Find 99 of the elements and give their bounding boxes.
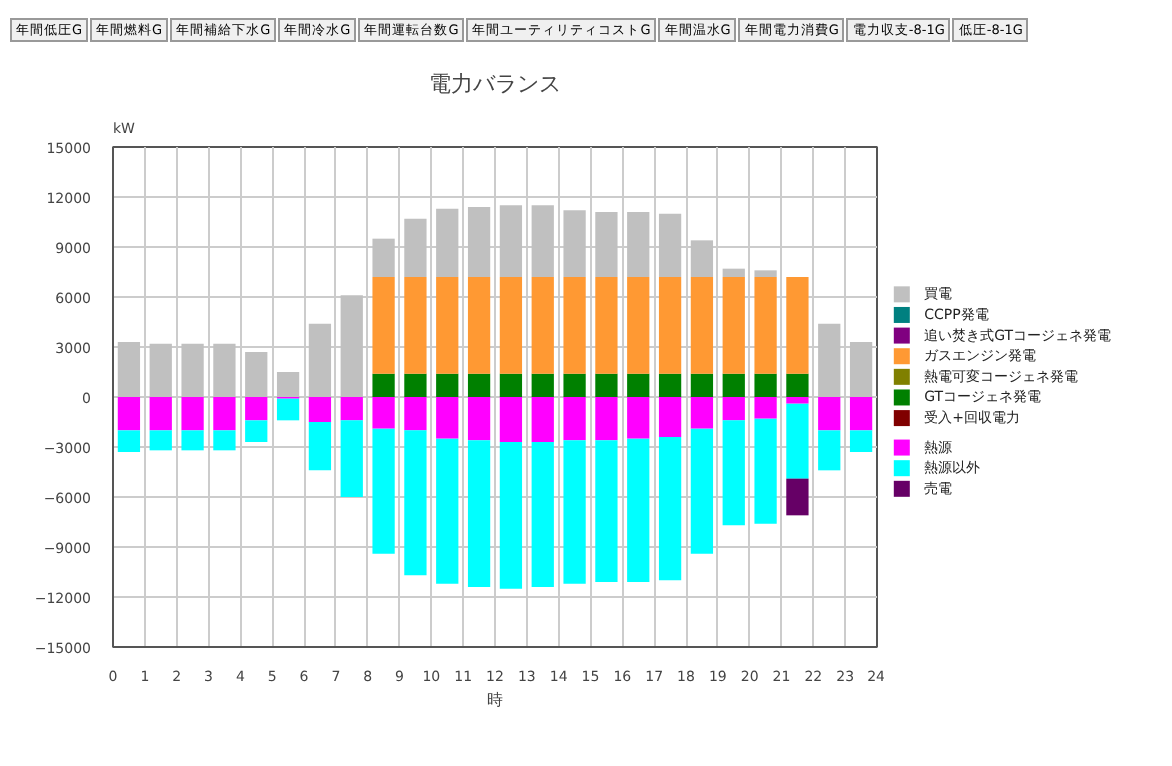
bar: [117, 397, 141, 431]
bar: [436, 438, 459, 584]
bar: [658, 437, 682, 581]
bar: [467, 207, 491, 277]
bar: [658, 277, 682, 374]
bar: [117, 430, 141, 452]
bar: [563, 397, 586, 441]
bar: [563, 440, 586, 584]
bar: [595, 440, 618, 582]
bar: [658, 213, 682, 277]
bar: [658, 373, 682, 397]
bar: [818, 323, 841, 397]
bar: [372, 397, 395, 429]
bar: [818, 430, 841, 471]
bar: [499, 205, 523, 277]
bar: [627, 212, 650, 277]
x-axis-title: 時: [487, 691, 503, 709]
bar: [436, 277, 459, 374]
bar: [754, 373, 777, 397]
bar: [276, 372, 300, 397]
bar: [849, 430, 873, 452]
bar: [499, 397, 523, 442]
bar: [213, 343, 236, 397]
bar: [531, 442, 554, 587]
bar: [149, 343, 172, 397]
bar: [595, 373, 618, 397]
bar: [754, 397, 777, 419]
bar: [181, 430, 204, 451]
bar: [627, 277, 650, 374]
bar: [849, 397, 873, 431]
bar: [372, 373, 395, 397]
bar: [786, 277, 809, 374]
bar: [372, 277, 395, 374]
bar: [722, 268, 745, 277]
bar: [563, 277, 586, 374]
bar: [531, 397, 554, 442]
bar: [467, 397, 491, 441]
bar: [627, 373, 650, 397]
bar: [690, 240, 714, 277]
bar: [149, 430, 172, 451]
bar: [308, 323, 332, 397]
bar: [658, 397, 682, 437]
bar: [404, 397, 427, 431]
bar: [245, 420, 268, 442]
bar: [786, 403, 809, 479]
bar: [213, 430, 236, 451]
bar: [436, 208, 459, 277]
bar: [340, 295, 363, 397]
bar: [245, 397, 268, 421]
bar: [308, 422, 332, 471]
bar: [595, 212, 618, 277]
bar: [372, 428, 395, 554]
bar: [563, 210, 586, 277]
bar: [340, 420, 363, 497]
bar: [786, 478, 809, 516]
bar: [149, 397, 172, 431]
bar: [436, 373, 459, 397]
bar: [722, 277, 745, 374]
bar: [786, 373, 809, 397]
bar: [595, 397, 618, 441]
bar: [372, 238, 395, 277]
bar: [627, 438, 650, 582]
bar: [690, 397, 714, 429]
bar: [467, 440, 491, 587]
bar: [563, 373, 586, 397]
bar: [531, 277, 554, 374]
bar: [690, 277, 714, 374]
bar: [404, 373, 427, 397]
chart-title: 電力バランス: [429, 71, 561, 97]
bar: [245, 352, 268, 397]
bar: [531, 373, 554, 397]
bar: [754, 270, 777, 277]
bar: [181, 397, 204, 431]
bar: [595, 277, 618, 374]
bar: [627, 397, 650, 439]
bar: [722, 373, 745, 397]
bar: [818, 397, 841, 431]
bar: [404, 430, 427, 576]
bar: [213, 397, 236, 431]
bar: [722, 420, 745, 526]
bar: [499, 373, 523, 397]
bar: [340, 397, 363, 421]
bar: [531, 205, 554, 277]
bar: [754, 277, 777, 374]
bar: [181, 343, 204, 397]
bar: [499, 442, 523, 589]
bar: [404, 218, 427, 277]
bar: [436, 397, 459, 439]
bar: [467, 373, 491, 397]
bar: [690, 428, 714, 554]
bar: [404, 277, 427, 374]
bar: [690, 373, 714, 397]
bar: [499, 277, 523, 374]
bar: [754, 418, 777, 524]
bar: [722, 397, 745, 421]
bar: [467, 277, 491, 374]
bar: [308, 397, 332, 422]
bar: [276, 398, 300, 421]
bar: [786, 397, 809, 404]
